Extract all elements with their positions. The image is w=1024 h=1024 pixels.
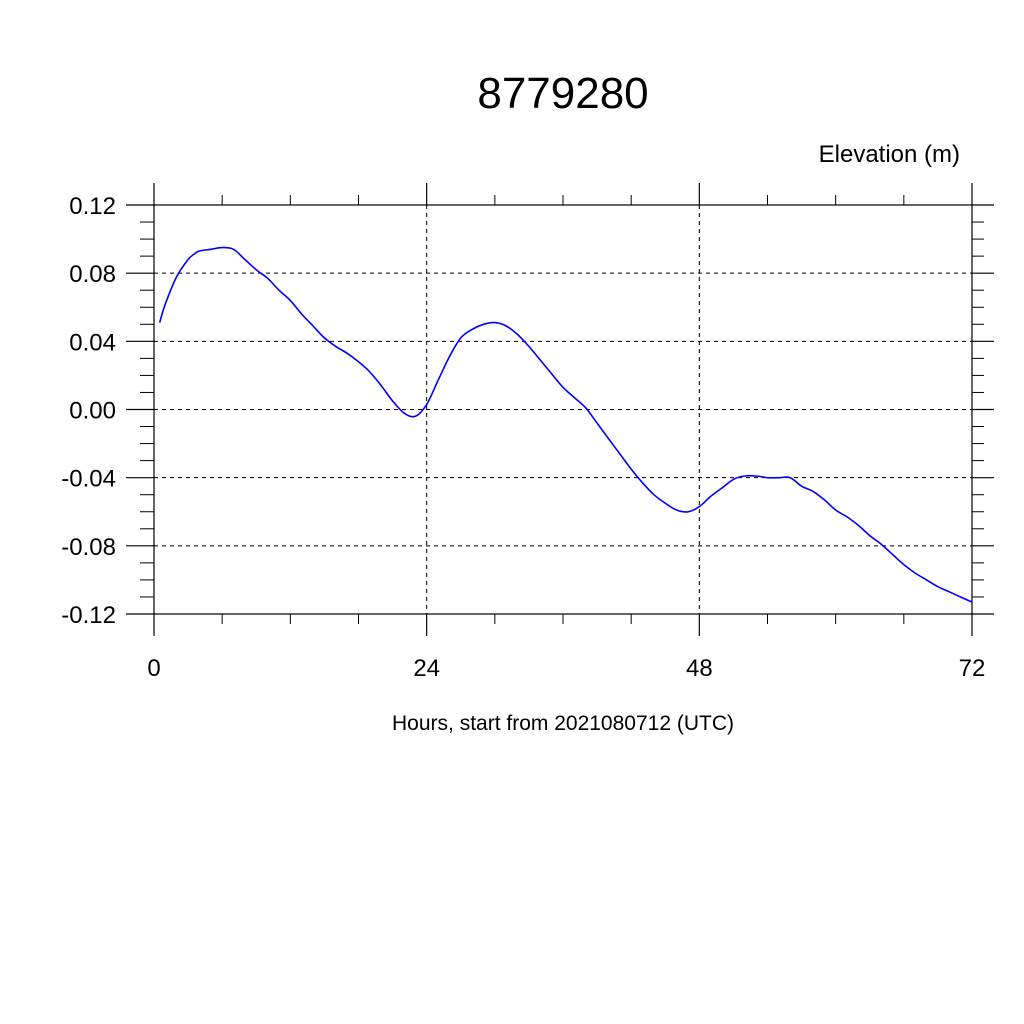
plot-frame (153, 204, 973, 615)
x-tick-label: 0 (147, 655, 160, 682)
grid-lines (153, 204, 973, 615)
y-axis-label: Elevation (m) (819, 141, 960, 168)
axis-ticks (126, 183, 994, 636)
y-tick-label: -0.04 (61, 466, 116, 493)
y-tick-label: -0.12 (61, 602, 116, 629)
x-tick-label: 24 (413, 655, 440, 682)
y-tick-label: 0.12 (69, 193, 116, 220)
x-axis-label: Hours, start from 2021080712 (UTC) (392, 712, 734, 735)
x-tick-label: 72 (959, 655, 986, 682)
chart-title: 8779280 (477, 69, 648, 118)
x-tick-label: 48 (686, 655, 713, 682)
y-tick-label: 0.04 (69, 329, 116, 356)
series-line (158, 246, 973, 603)
y-tick-label: 0.08 (69, 261, 116, 288)
tick-labels: 0.12 0.08 0.04 0.00 -0.04 -0.08 -0.12 0 24 48 72 (61, 193, 985, 682)
y-tick-label: 0.00 (69, 398, 116, 425)
y-tick-label: -0.08 (61, 534, 116, 561)
